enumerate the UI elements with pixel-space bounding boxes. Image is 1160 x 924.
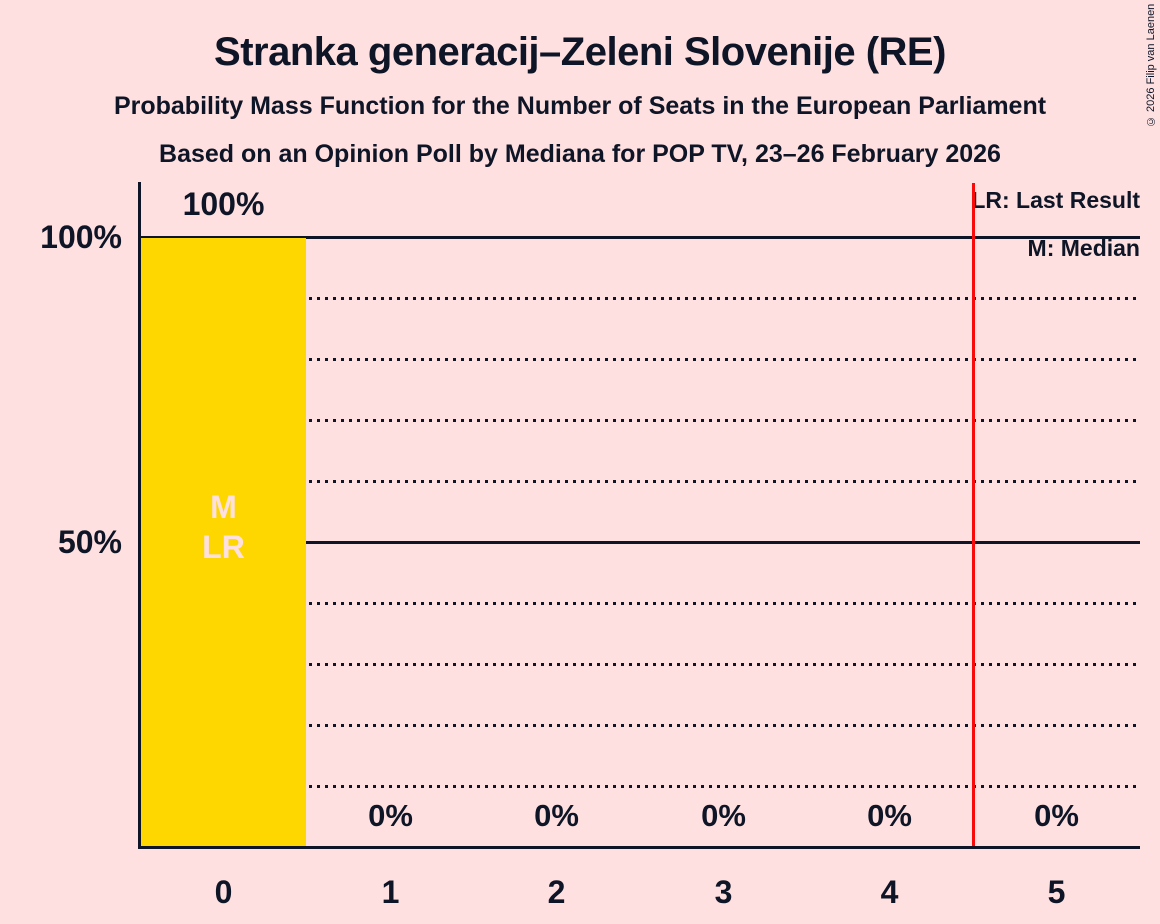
x-axis	[138, 846, 1140, 849]
chart-poll-source: Based on an Opinion Poll by Mediana for …	[159, 140, 1001, 168]
legend-last-result: LR: Last Result	[971, 187, 1140, 213]
gridline-90pct	[141, 297, 1140, 300]
y-tick-label-50: 50%	[57, 524, 122, 560]
bar-value-label-3: 0%	[701, 798, 746, 833]
red-vertical-line	[972, 183, 975, 846]
gridline-40pct	[141, 602, 1140, 605]
bar-value-label-2: 0%	[534, 798, 579, 833]
bar-value-label-0: 100%	[182, 186, 265, 222]
y-tick-label-100: 100%	[40, 219, 122, 255]
x-tick-label-1: 1	[381, 874, 400, 910]
chart-title: Stranka generacij–Zeleni Slovenije (RE)	[214, 30, 946, 74]
chart-subtitle: Probability Mass Function for the Number…	[113, 92, 1047, 120]
bar-seats-0	[141, 238, 306, 848]
gridline-50pct	[141, 541, 1140, 544]
bar-median-lastresult-annotation: M LR	[141, 487, 306, 567]
y-axis	[138, 182, 141, 849]
gridline-30pct	[141, 663, 1140, 666]
gridline-20pct	[141, 724, 1140, 727]
bar-value-label-5: 0%	[1034, 798, 1079, 833]
x-tick-label-4: 4	[880, 874, 899, 910]
gridline-80pct	[141, 358, 1140, 361]
x-tick-label-5: 5	[1047, 874, 1066, 910]
median-marker: M	[210, 489, 237, 525]
gridline-70pct	[141, 419, 1140, 422]
bar-value-label-1: 0%	[368, 798, 413, 833]
legend-median: M: Median	[1027, 235, 1140, 261]
x-tick-label-2: 2	[547, 874, 566, 910]
x-tick-label-3: 3	[714, 874, 733, 910]
gridline-10pct	[141, 785, 1140, 788]
last-result-marker: LR	[202, 529, 245, 565]
gridline-100pct	[141, 236, 1140, 239]
gridline-60pct	[141, 480, 1140, 483]
bar-value-label-4: 0%	[867, 798, 912, 833]
x-tick-label-0: 0	[214, 874, 233, 910]
copyright-notice: © 2026 Filip van Laenen	[1145, 3, 1157, 127]
